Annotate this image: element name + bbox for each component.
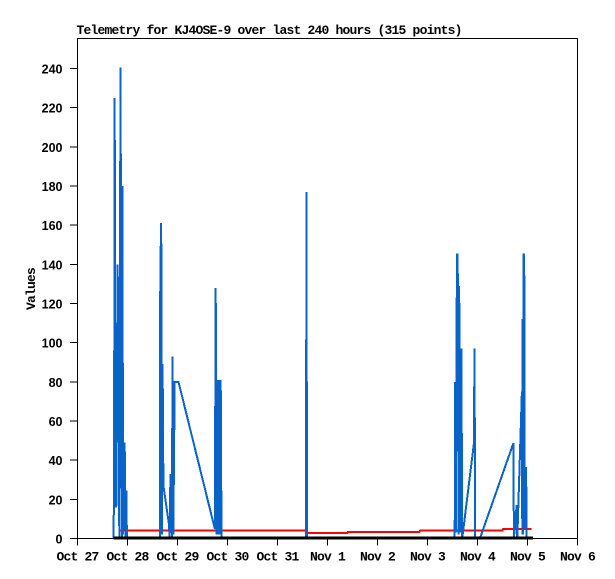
svg-text:180: 180 bbox=[42, 180, 63, 194]
svg-text:Oct 30: Oct 30 bbox=[206, 550, 249, 565]
svg-text:Nov 2: Nov 2 bbox=[360, 550, 396, 565]
svg-text:160: 160 bbox=[42, 219, 63, 233]
svg-text:120: 120 bbox=[42, 298, 63, 312]
svg-text:Oct 28: Oct 28 bbox=[106, 550, 149, 565]
svg-text:200: 200 bbox=[42, 141, 63, 155]
svg-text:Oct 27: Oct 27 bbox=[56, 550, 98, 565]
svg-text:Oct 29: Oct 29 bbox=[156, 550, 199, 565]
svg-text:Nov 6: Nov 6 bbox=[560, 550, 596, 565]
svg-text:20: 20 bbox=[49, 493, 63, 507]
svg-text:Nov 4: Nov 4 bbox=[460, 550, 496, 565]
svg-text:Nov 3: Nov 3 bbox=[410, 550, 446, 565]
svg-text:40: 40 bbox=[49, 454, 63, 468]
svg-text:240: 240 bbox=[42, 63, 63, 77]
svg-text:220: 220 bbox=[42, 102, 63, 116]
svg-text:Nov 5: Nov 5 bbox=[510, 550, 546, 565]
svg-text:Oct 31: Oct 31 bbox=[256, 550, 299, 565]
svg-text:Values: Values bbox=[24, 267, 39, 310]
svg-text:60: 60 bbox=[49, 415, 63, 429]
svg-text:100: 100 bbox=[42, 337, 63, 351]
svg-text:80: 80 bbox=[49, 376, 63, 390]
svg-text:Telemetry for KJ4OSE-9 over la: Telemetry for KJ4OSE-9 over last 240 hou… bbox=[77, 23, 462, 38]
svg-text:140: 140 bbox=[42, 258, 63, 272]
svg-text:0: 0 bbox=[56, 533, 63, 547]
svg-text:Nov 1: Nov 1 bbox=[310, 550, 346, 565]
